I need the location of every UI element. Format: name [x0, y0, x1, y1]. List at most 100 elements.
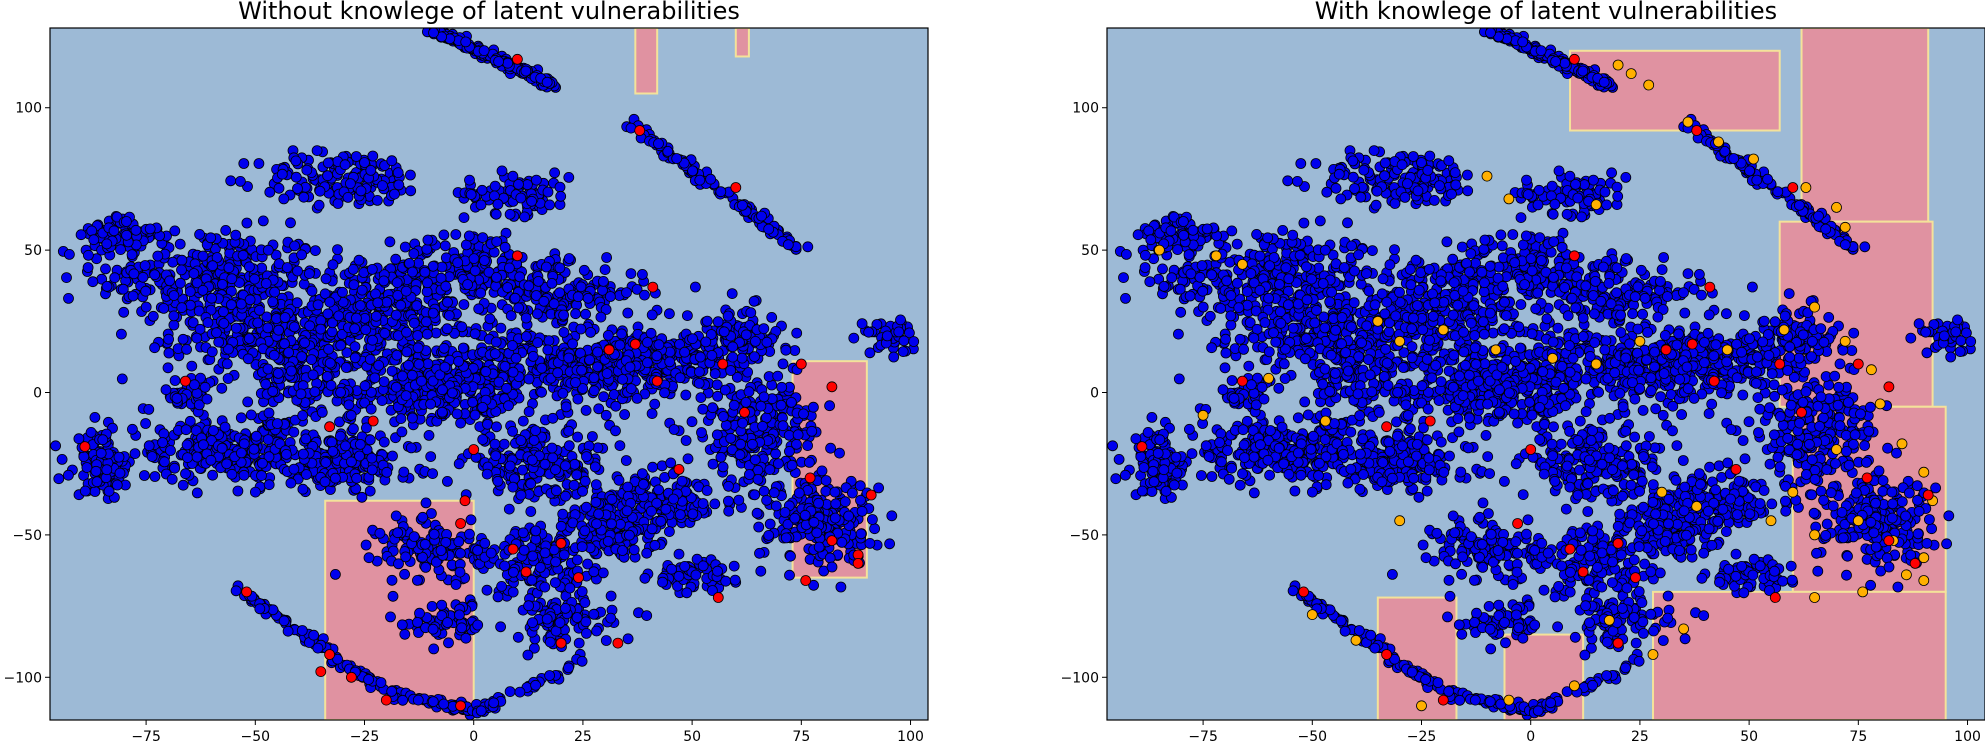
benign-point [374, 527, 386, 539]
benign-point [116, 328, 127, 340]
benign-point [590, 496, 602, 508]
benign-point [499, 241, 511, 253]
benign-point [321, 371, 333, 382]
benign-point [313, 199, 325, 211]
decision-region [634, 28, 659, 95]
benign-point [625, 268, 637, 280]
benign-point [712, 316, 724, 328]
benign-point [576, 586, 588, 597]
benign-point [577, 485, 588, 497]
benign-point [490, 208, 502, 220]
benign-point [351, 472, 363, 484]
benign-point [610, 400, 622, 412]
benign-point [126, 423, 138, 435]
benign-point [680, 389, 692, 401]
benign-point [379, 327, 391, 339]
benign-point [560, 603, 571, 614]
benign-point [679, 346, 690, 358]
benign-point [188, 379, 200, 391]
benign-point [676, 475, 688, 487]
benign-point [695, 392, 707, 404]
benign-point [364, 485, 376, 497]
benign-point [327, 317, 338, 329]
benign-point [222, 373, 234, 384]
benign-point [342, 191, 354, 203]
benign-point [414, 607, 425, 619]
benign-point [477, 232, 489, 244]
benign-point [101, 238, 113, 250]
benign-point [646, 309, 658, 321]
benign-point [205, 304, 217, 316]
benign-point [522, 649, 534, 661]
benign-point [728, 560, 740, 572]
benign-point [400, 390, 412, 402]
benign-point [526, 195, 537, 207]
benign-point [605, 291, 616, 302]
benign-point [824, 552, 836, 564]
benign-point [111, 479, 123, 491]
benign-point [149, 471, 161, 482]
benign-point [830, 498, 842, 510]
benign-point [82, 262, 94, 273]
benign-point [207, 425, 219, 436]
benign-point [729, 574, 741, 586]
left-scatter-panel: Without knowlege of latent vulnerabiliti… [4, 0, 929, 744]
benign-point [770, 448, 781, 460]
benign-point [527, 550, 539, 562]
benign-point [282, 625, 294, 637]
benign-point [298, 191, 310, 203]
benign-point [146, 451, 158, 462]
benign-point [191, 451, 203, 463]
benign-point [478, 255, 490, 266]
benign-point [681, 587, 693, 599]
benign-point [560, 460, 571, 472]
benign-point [555, 190, 567, 202]
benign-point [439, 361, 451, 373]
benign-point [782, 239, 794, 251]
benign-point [750, 335, 761, 347]
benign-point [221, 358, 233, 370]
benign-point [340, 362, 352, 373]
benign-point [297, 483, 309, 495]
benign-point [843, 510, 854, 522]
benign-point [339, 159, 351, 171]
benign-point [520, 331, 532, 342]
benign-point [600, 635, 612, 646]
benign-point [366, 452, 378, 464]
benign-point [835, 581, 847, 593]
benign-point [169, 225, 181, 237]
benign-point [115, 244, 126, 256]
benign-point [453, 458, 465, 470]
benign-point [489, 438, 501, 450]
benign-point [202, 317, 214, 329]
benign-point [881, 330, 893, 342]
benign-point [649, 539, 661, 551]
benign-point [622, 481, 634, 493]
benign-point [350, 312, 362, 324]
benign-point [158, 302, 170, 314]
benign-point [50, 440, 61, 452]
benign-point [279, 338, 290, 350]
benign-point [420, 316, 432, 328]
benign-point [763, 223, 775, 235]
benign-point [722, 310, 734, 322]
benign-point [241, 217, 253, 229]
benign-point [820, 485, 832, 497]
benign-point [575, 281, 587, 293]
benign-point [176, 264, 187, 276]
benign-point [563, 352, 575, 364]
benign-point [492, 198, 504, 210]
benign-point [367, 334, 378, 346]
benign-point [144, 223, 156, 235]
benign-point [523, 373, 535, 385]
benign-point [628, 544, 640, 556]
benign-point [324, 296, 336, 308]
benign-point [159, 456, 170, 468]
benign-point [235, 447, 247, 459]
benign-point [285, 365, 297, 377]
benign-point [451, 408, 463, 420]
benign-point [264, 186, 276, 198]
benign-point [560, 490, 571, 502]
benign-point [428, 28, 439, 39]
